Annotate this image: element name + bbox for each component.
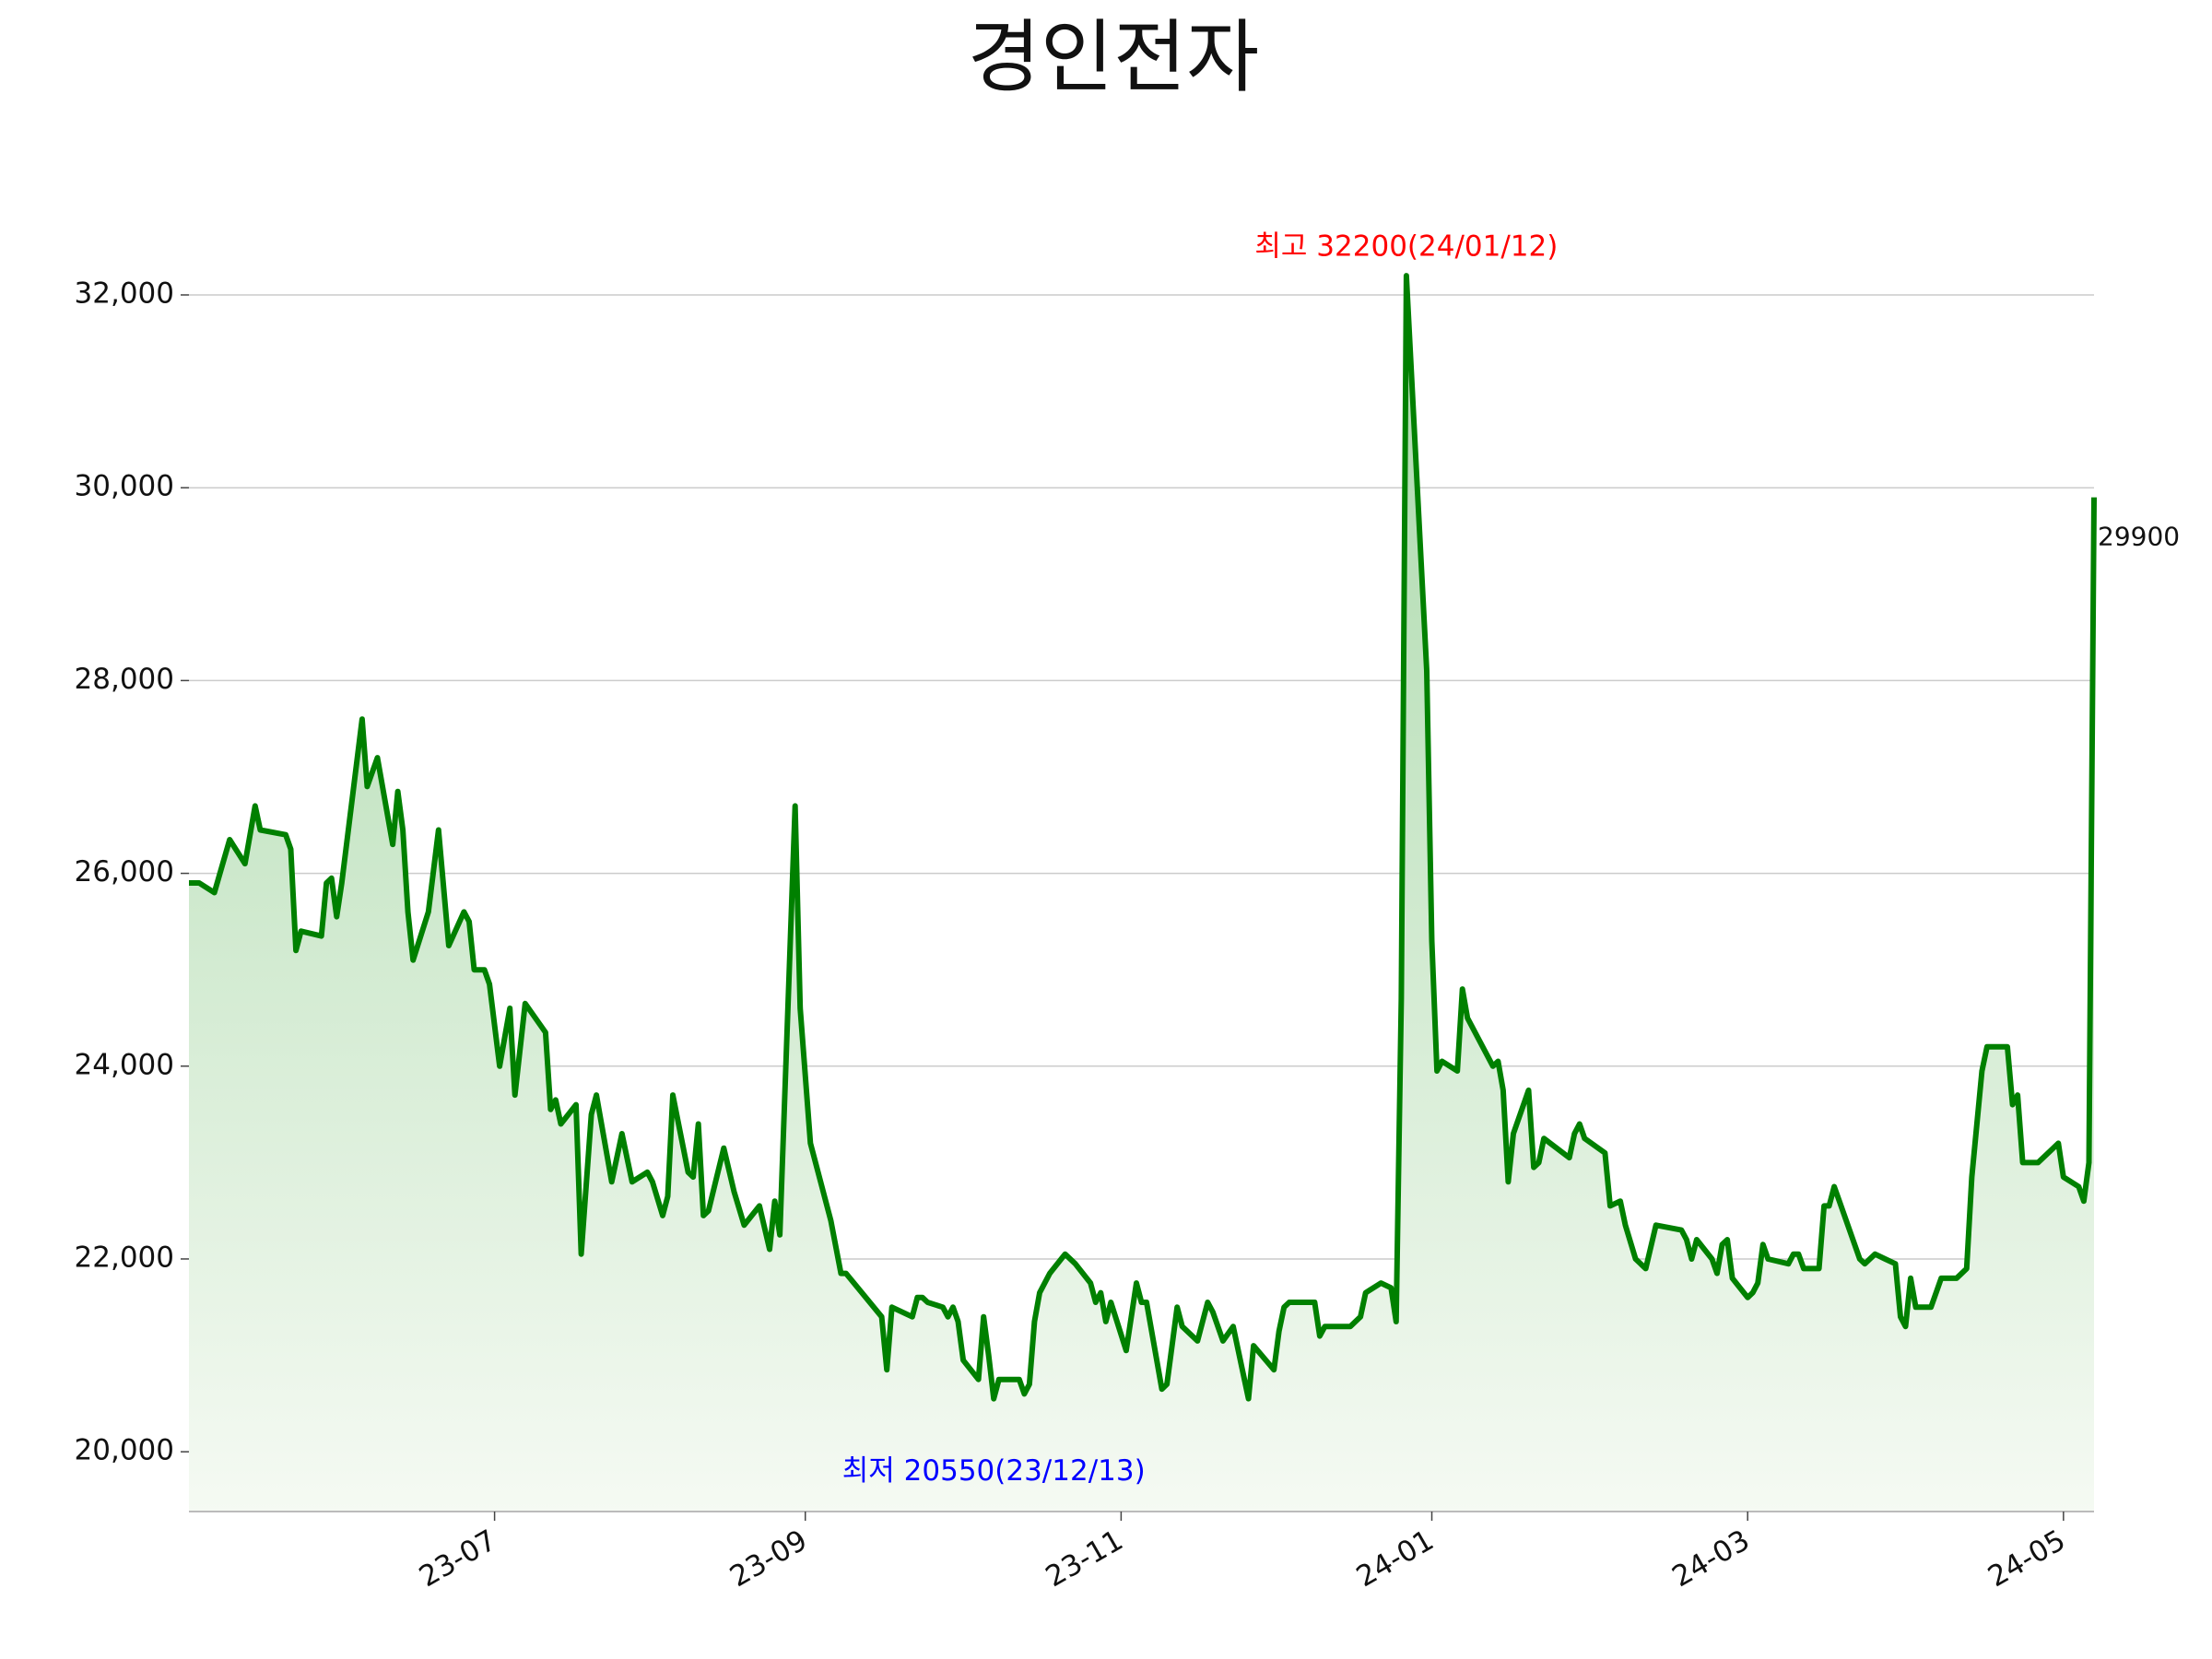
x-tick-label: 23-09 — [724, 1524, 813, 1594]
y-tick-label: 24,000 — [75, 1048, 174, 1081]
annotation: 최저 20550(23/12/13) — [842, 1454, 1146, 1488]
y-tick-label: 32,000 — [75, 276, 174, 310]
x-tick-label: 23-07 — [414, 1524, 502, 1594]
y-tick-label: 26,000 — [75, 855, 174, 888]
x-tick-label: 24-01 — [1351, 1524, 1440, 1594]
annotation: 최고 32200(24/01/12) — [1254, 230, 1558, 264]
last-value-label: 29900 — [2098, 522, 2180, 552]
y-tick-label: 30,000 — [75, 470, 174, 503]
chart-title: 경인전자 — [968, 11, 1259, 103]
x-tick-label: 24-05 — [1983, 1524, 2071, 1594]
y-tick-label: 28,000 — [75, 663, 174, 696]
price-line — [189, 273, 2097, 1402]
x-tick-label: 23-11 — [1041, 1524, 1129, 1594]
y-tick-label: 22,000 — [75, 1241, 174, 1274]
y-tick-label: 20,000 — [75, 1434, 174, 1467]
x-tick-label: 24-03 — [1666, 1524, 1755, 1594]
area-fill — [189, 276, 2094, 1512]
